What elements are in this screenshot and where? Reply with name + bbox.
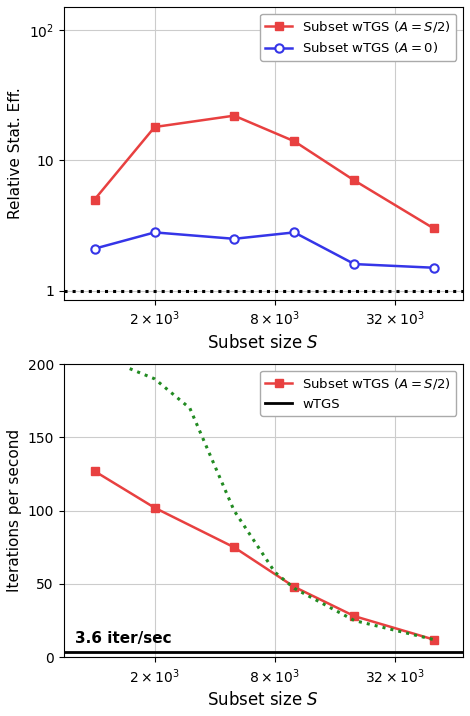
Legend: Subset wTGS ($A = S/2$), wTGS: Subset wTGS ($A = S/2$), wTGS (260, 371, 456, 416)
Subset wTGS ($A = S/2$) (92, 467, 97, 475)
Subset wTGS ($A = S/2$) (291, 583, 297, 591)
Subset wTGS ($A = 0$) (352, 260, 357, 268)
Subset wTGS ($A = S/2$) (431, 224, 437, 233)
Y-axis label: Iterations per second: Iterations per second (7, 429, 22, 592)
Subset wTGS ($A = S/2$) (152, 503, 157, 512)
Subset wTGS ($A = 0$) (152, 228, 157, 237)
Subset wTGS ($A = 0$) (291, 228, 297, 237)
Line: Subset wTGS ($A = S/2$): Subset wTGS ($A = S/2$) (91, 112, 438, 232)
X-axis label: Subset size $S$: Subset size $S$ (207, 334, 319, 352)
Line: Subset wTGS ($A = S/2$): Subset wTGS ($A = S/2$) (91, 468, 438, 644)
Subset wTGS ($A = S/2$) (352, 176, 357, 185)
X-axis label: Subset size $S$: Subset size $S$ (207, 691, 319, 709)
Y-axis label: Relative Stat. Eff.: Relative Stat. Eff. (8, 87, 24, 219)
Text: 3.6 iter/sec: 3.6 iter/sec (75, 631, 172, 646)
Subset wTGS ($A = S/2$) (231, 112, 237, 120)
Subset wTGS ($A = S/2$) (231, 543, 237, 551)
Subset wTGS ($A = S/2$) (291, 137, 297, 145)
Subset wTGS ($A = S/2$) (352, 612, 357, 621)
Subset wTGS ($A = S/2$) (152, 122, 157, 131)
Subset wTGS ($A = S/2$) (431, 635, 437, 644)
Subset wTGS ($A = 0$) (431, 263, 437, 272)
Legend: Subset wTGS ($A = S/2$), Subset wTGS ($A = 0$): Subset wTGS ($A = S/2$), Subset wTGS ($A… (260, 14, 456, 61)
Subset wTGS ($A = 0$) (92, 244, 97, 253)
Subset wTGS ($A = S/2$) (92, 195, 97, 204)
Subset wTGS ($A = 0$) (231, 235, 237, 243)
Line: Subset wTGS ($A = 0$): Subset wTGS ($A = 0$) (90, 228, 438, 272)
